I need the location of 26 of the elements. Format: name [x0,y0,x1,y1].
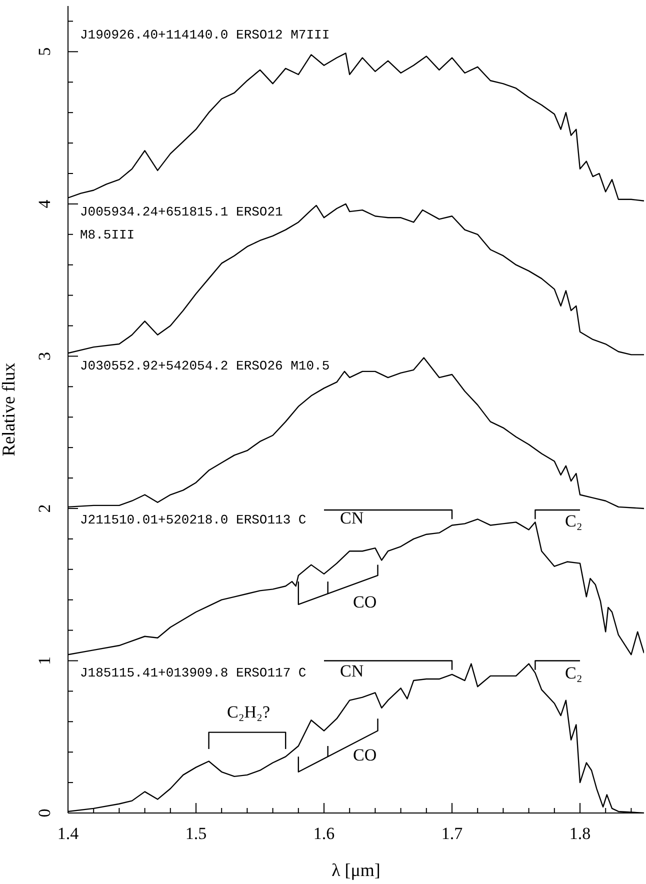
y-tick-label: 0 [35,808,54,818]
y-tick-label: 5 [35,47,54,56]
annotation: J185115.41+013909.8 ERSO117 C [80,666,306,680]
y-tick-label: 1 [35,656,54,665]
annotation: CN [340,662,364,680]
y-axis-title: Relative flux [0,362,18,456]
x-tick-label: 1.4 [57,824,80,843]
annotation: M8.5III [80,228,135,242]
annotation: C₂ [565,512,582,530]
annotation: J005934.24+651815.1 ERSO21 [80,204,284,220]
annotation: C₂H₂? [227,702,270,722]
x-tick-label: 1.7 [441,824,464,843]
annotation: J030552.92+542054.2 ERSO26 M10.5 [80,358,330,374]
y-tick-label: 4 [35,199,54,208]
x-tick-label: 1.6 [313,824,335,843]
x-axis-title: λ [μm] [332,860,380,880]
annotation: C₂ [565,664,582,682]
y-tick-label: 2 [35,504,54,513]
x-tick-label: 1.8 [569,824,591,843]
x-tick-label: 1.5 [185,824,207,843]
annotation: J190926.40+114140.0 ERSO12 M7III [80,28,330,42]
annotation: CO [353,592,377,612]
annotation: CN [340,508,364,528]
y-tick-label: 3 [35,352,54,360]
annotation: CO [353,746,377,764]
annotation: J211510.01+520218.0 ERSO113 C [80,512,306,528]
